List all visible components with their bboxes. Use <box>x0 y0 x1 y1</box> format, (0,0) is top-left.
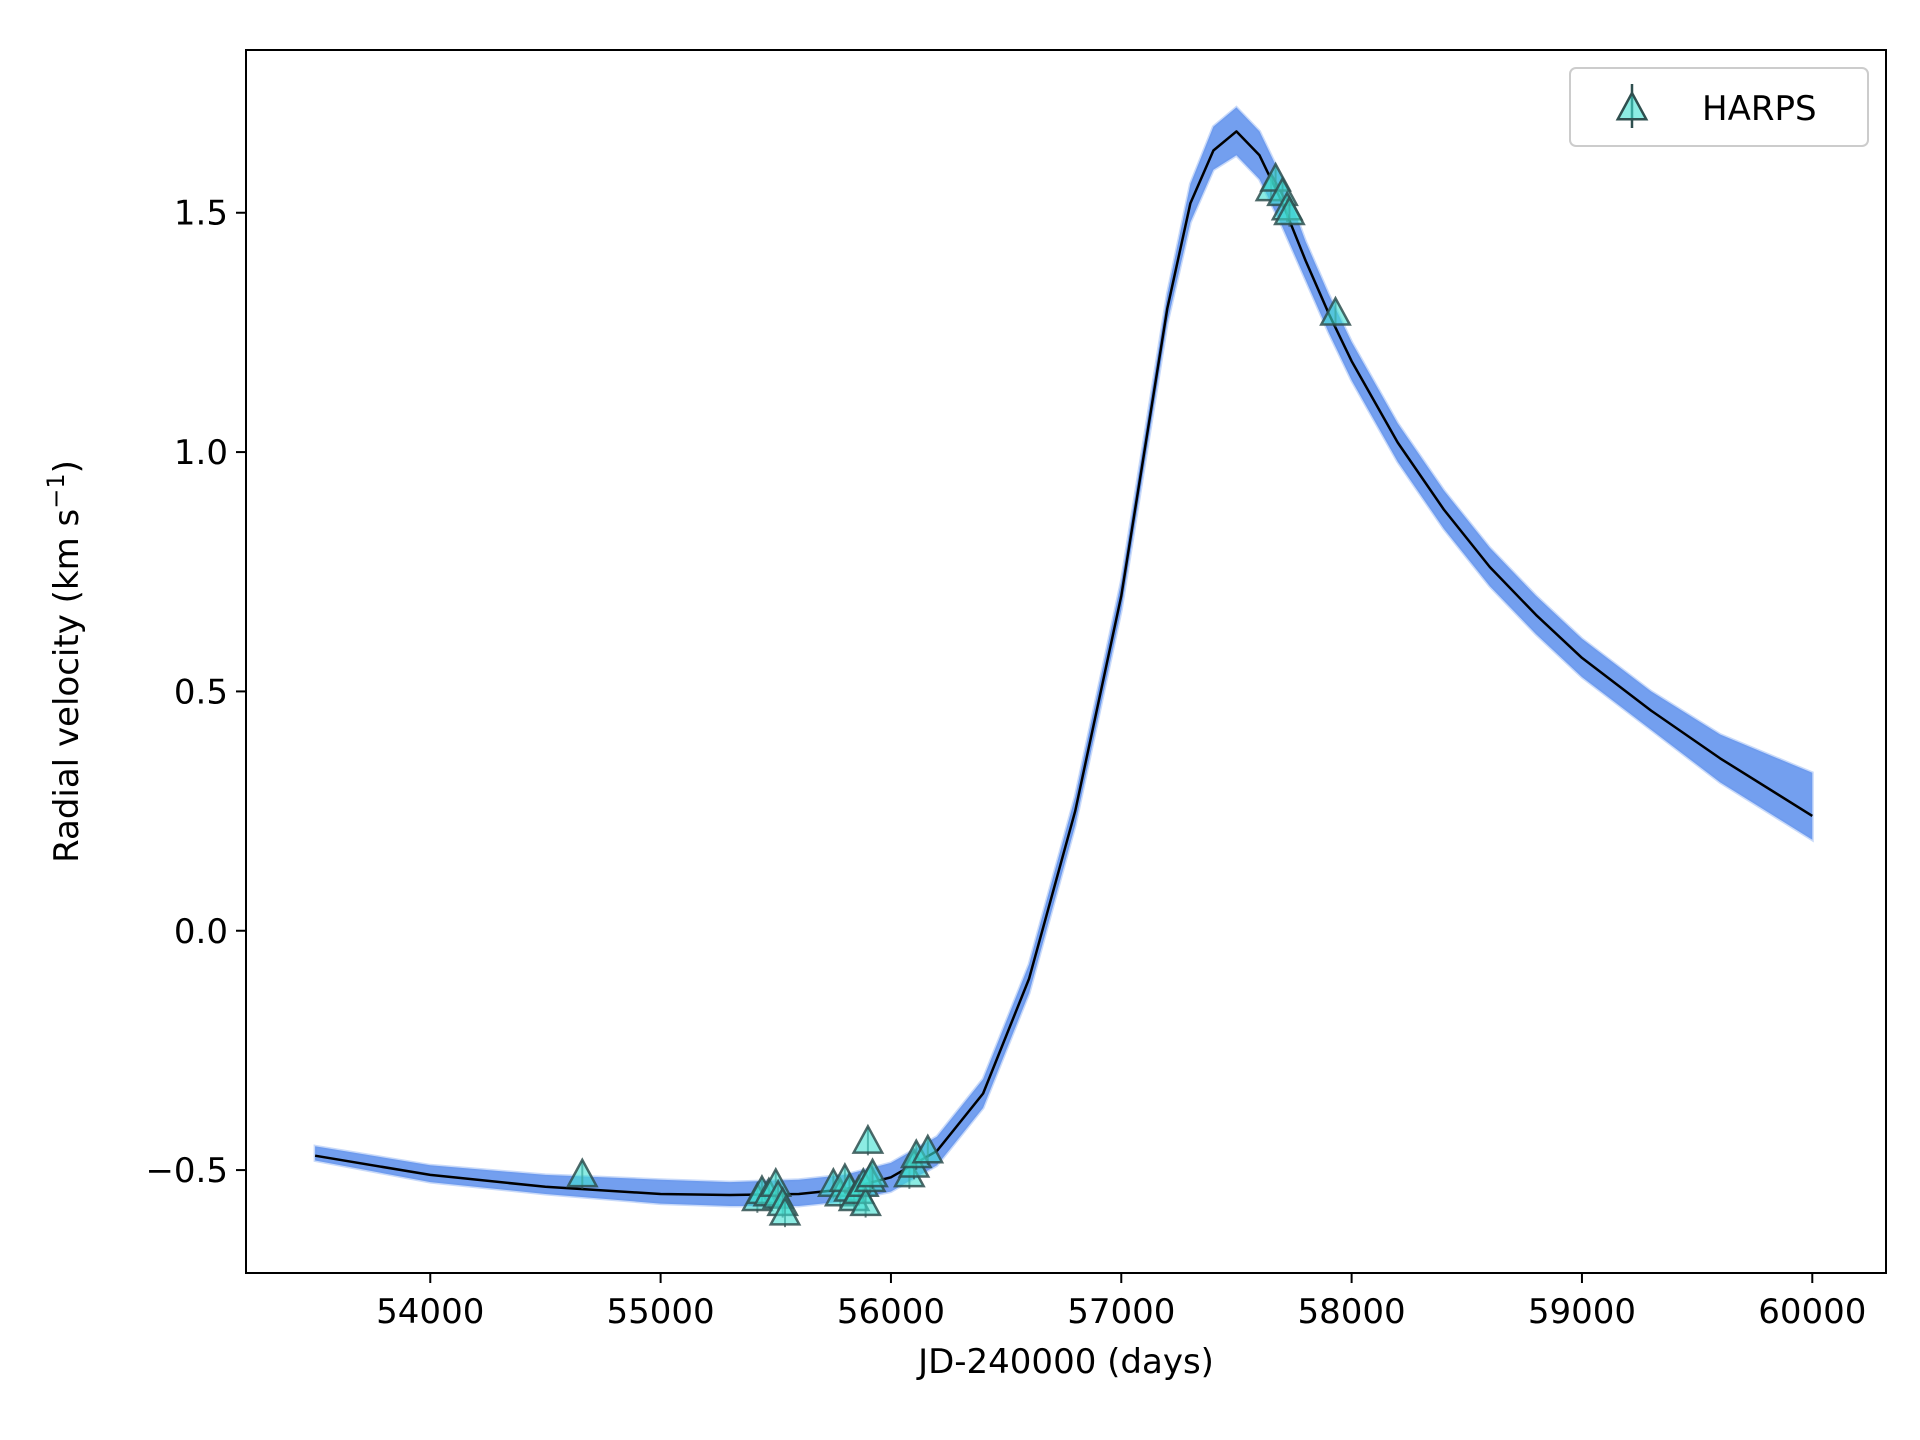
triangle-marker <box>565 1157 599 1188</box>
model-curve-line <box>314 130 1813 1197</box>
x-axis-ticks: 54000 55000 56000 57000 58000 59000 60000 <box>376 1273 1866 1332</box>
data-point <box>849 1185 882 1218</box>
y-axis-label-close: ) <box>47 460 87 473</box>
model-curve-layer <box>314 130 1813 1197</box>
legend: HARPS <box>1569 67 1869 147</box>
triangle-marker <box>851 1123 885 1154</box>
posterior-band-area <box>313 105 1814 1208</box>
y-tick-label: −0.5 <box>145 1151 228 1191</box>
y-tick-label: 0.5 <box>174 672 228 712</box>
plot-frame <box>245 49 1887 1274</box>
legend-triangle-icon <box>1615 90 1649 121</box>
y-axis-label: Radial velocity (km s−1) <box>42 460 87 863</box>
x-tick-label: 54000 <box>376 1292 484 1332</box>
y-tick-label: 1.5 <box>174 194 228 234</box>
data-point <box>856 1157 889 1189</box>
harps-points-layer <box>565 161 1352 1228</box>
x-axis-label: JD-240000 (days) <box>916 1342 1214 1382</box>
x-tick-label: 58000 <box>1298 1292 1406 1332</box>
posterior-sample-band <box>313 105 1814 1208</box>
data-point <box>565 1157 599 1189</box>
x-tick-label: 60000 <box>1758 1292 1866 1332</box>
data-point <box>768 1195 802 1228</box>
y-axis-label-superscript: −1 <box>42 473 70 508</box>
x-tick-label: 57000 <box>1067 1292 1175 1332</box>
x-tick-label: 56000 <box>837 1292 945 1332</box>
y-tick-label: 0.0 <box>174 912 228 952</box>
triangle-marker <box>768 1195 802 1226</box>
x-tick-label: 55000 <box>607 1292 715 1332</box>
legend-label-harps: HARPS <box>1702 89 1817 129</box>
x-tick-label: 59000 <box>1528 1292 1636 1332</box>
data-point <box>911 1133 945 1165</box>
triangle-marker <box>911 1133 945 1164</box>
triangle-marker <box>1273 195 1306 226</box>
y-axis-label-main: Radial velocity (km s <box>47 509 87 863</box>
data-point <box>851 1123 885 1156</box>
triangle-marker <box>849 1185 882 1217</box>
y-axis-ticks: −0.5 0.0 0.5 1.0 1.5 <box>145 194 246 1191</box>
triangle-marker <box>856 1157 889 1188</box>
legend-box <box>1569 67 1869 147</box>
y-tick-label: 1.0 <box>174 433 228 473</box>
data-point <box>1319 295 1352 328</box>
legend-marker-triangle-icon <box>1615 84 1649 128</box>
data-point <box>1273 195 1306 227</box>
triangle-marker <box>1319 295 1352 326</box>
